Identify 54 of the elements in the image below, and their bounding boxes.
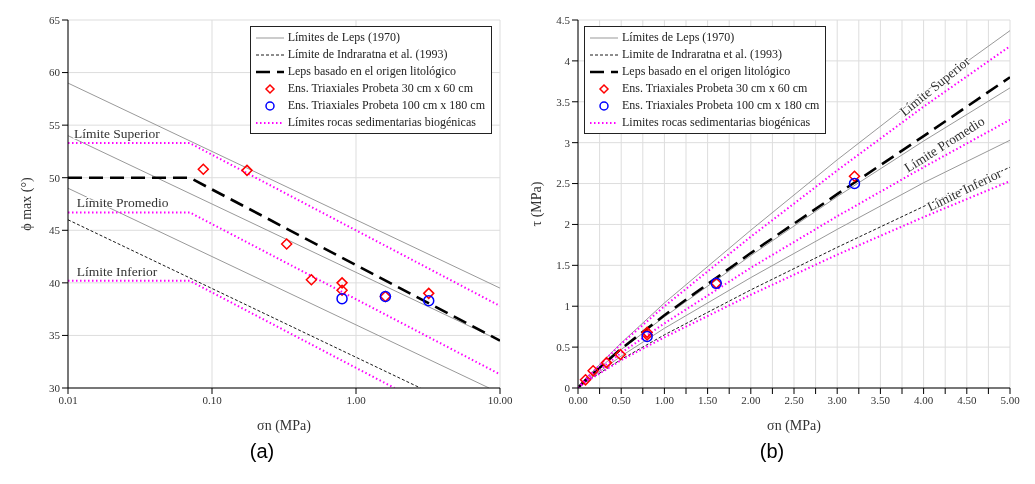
x-axis-title: σn (MPa) <box>257 418 312 434</box>
legend-label: Límites de Leps (1970) <box>287 29 400 46</box>
x-tick-label: 3.00 <box>827 393 848 406</box>
x-tick-label: 4.50 <box>957 393 977 406</box>
y-axis-title: ϕ max (°) <box>18 176 35 231</box>
y-tick-label: 65 <box>49 13 61 26</box>
x-tick-label: 10.00 <box>487 393 513 406</box>
x-tick-label: 3.50 <box>870 393 891 406</box>
y-tick-label: 1.5 <box>556 259 571 272</box>
text: (b) <box>758 440 786 463</box>
legend-label: Leps basado en el origen litológico <box>622 63 791 80</box>
annotation: Límite Promedio <box>76 195 169 211</box>
legend-label: Leps basado en el origen litológico <box>287 63 456 80</box>
y-tick-label: 45 <box>49 224 61 237</box>
x-tick-label: 2.00 <box>741 393 761 406</box>
x-tick-label: 0.00 <box>568 393 589 406</box>
y-tick-label: 4 <box>564 54 571 67</box>
y-tick-label: 30 <box>49 381 61 394</box>
x-tick-label: 1.00 <box>654 393 675 406</box>
x-axis-title: σn (MPa) <box>767 418 822 434</box>
y-tick-label: 0.5 <box>556 341 571 354</box>
y-tick-label: 35 <box>49 329 61 342</box>
legend-label: Limites rocas sedimentarias biogénicas <box>622 114 811 131</box>
y-tick-label: 40 <box>49 276 61 289</box>
y-axis-title: τ (MPa) <box>528 181 545 227</box>
y-tick-label: 55 <box>49 119 61 132</box>
legend-label: Límites rocas sedimentarias biogénicas <box>287 114 476 131</box>
y-tick-label: 50 <box>49 171 61 184</box>
y-tick-label: 0 <box>564 381 571 394</box>
legend-label: Ens. Triaxiales Probeta 100 cm x 180 cm <box>622 97 820 114</box>
x-tick-label: 5.00 <box>1000 393 1021 406</box>
legend-label: Ens. Triaxiales Probeta 30 cm x 60 cm <box>622 80 808 97</box>
annotation: Límite Superior <box>73 126 161 142</box>
text: (a) <box>248 440 276 463</box>
legend-label: Ens. Triaxiales Probeta 100 cm x 180 cm <box>287 97 485 114</box>
y-tick-label: 3.5 <box>556 95 571 108</box>
legend-label: Ens. Triaxiales Probeta 30 cm x 60 cm <box>287 80 473 97</box>
y-tick-label: 2.5 <box>556 177 571 190</box>
x-tick-label: 1.00 <box>346 393 367 406</box>
annotation: Límite Inferior <box>76 263 158 279</box>
y-tick-label: 2 <box>564 218 570 231</box>
x-tick-label: 0.10 <box>202 393 223 406</box>
legend-label: Límite de Indraratna et al. (1993) <box>287 46 448 63</box>
y-tick-label: 1 <box>564 300 570 313</box>
x-tick-label: 0.50 <box>611 393 632 406</box>
x-tick-label: 2.50 <box>784 393 805 406</box>
legend-label: Límites de Leps (1970) <box>622 29 735 46</box>
x-tick-label: 4.00 <box>913 393 934 406</box>
y-tick-label: 3 <box>564 136 571 149</box>
legend-label: Limite de Indraratna et al. (1993) <box>622 46 782 63</box>
y-tick-label: 60 <box>49 66 61 79</box>
y-tick-label: 4.5 <box>556 13 571 26</box>
x-tick-label: 1.50 <box>697 393 718 406</box>
x-tick-label: 0.01 <box>58 393 78 406</box>
